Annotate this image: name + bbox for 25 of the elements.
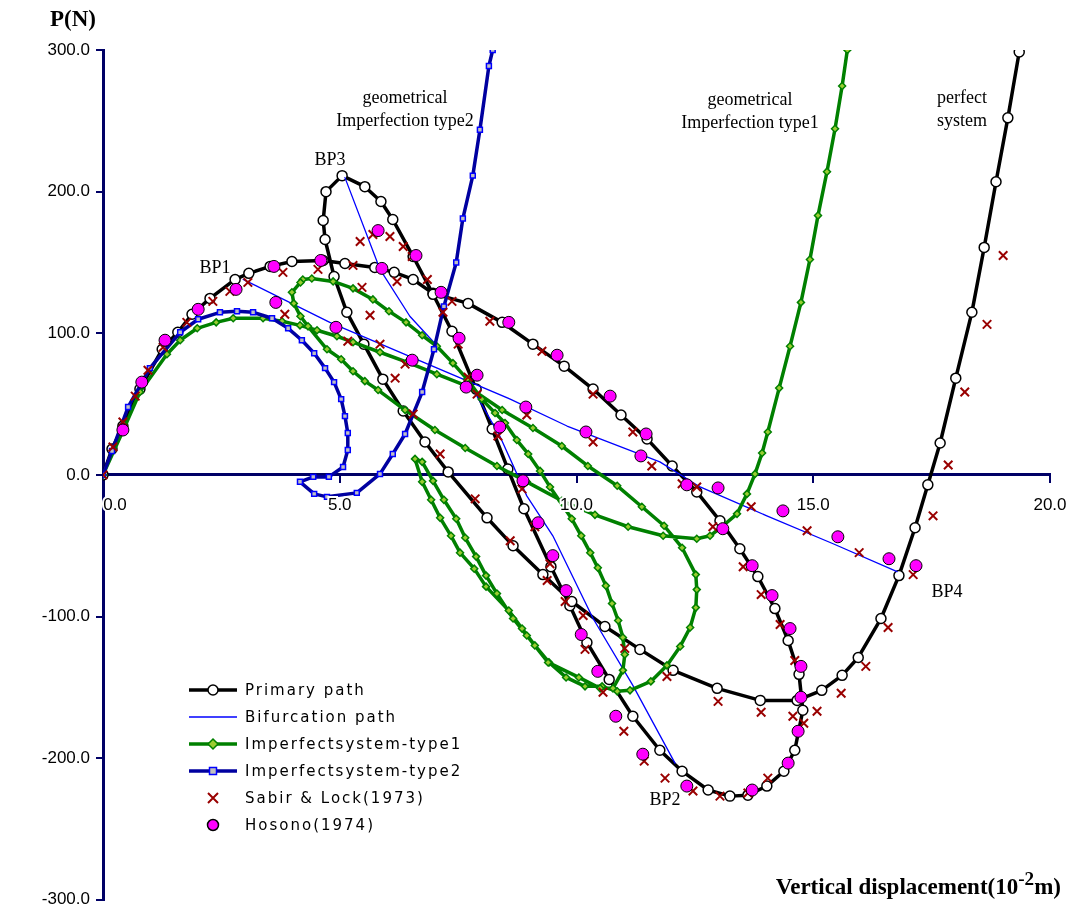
legend-label: Sabir & Lock(1973) xyxy=(245,788,425,807)
annotation: BP3 xyxy=(314,148,346,169)
annotation: perfect system xyxy=(936,87,988,131)
y-tick-label: 100.0 xyxy=(47,322,90,342)
legend-label: Imperfectsystem-type2 xyxy=(245,761,463,780)
y-tick-label: 0.0 xyxy=(66,464,90,484)
x-tick-label: 20.0 xyxy=(1033,494,1067,514)
annotation: geometrical Imperfection type1 xyxy=(681,89,819,133)
x-axis-title: Vertical displacement(10$^{-2}$m) xyxy=(775,868,1061,900)
annotation: BP2 xyxy=(649,788,681,809)
y-tick-label: -100.0 xyxy=(41,606,90,626)
y-tick-label: 200.0 xyxy=(47,181,90,201)
y-tick-label: -200.0 xyxy=(41,747,90,767)
x-tick-label: 15.0 xyxy=(796,494,830,514)
legend-label: Imperfectsystem-type1 xyxy=(245,734,463,753)
annotation: BP4 xyxy=(931,580,963,601)
annotation: geometrical Imperfection type2 xyxy=(336,87,474,131)
y-tick-label: 300.0 xyxy=(47,39,90,59)
legend-label: Primary path xyxy=(245,680,366,699)
annotation: BP1 xyxy=(199,256,231,277)
x-tick-label: 5.0 xyxy=(327,494,352,514)
y-axis-title: P(N) xyxy=(50,6,96,32)
y-tick-label: -300.0 xyxy=(41,889,90,909)
legend-label: Hosono(1974) xyxy=(245,815,376,834)
legend-label: Bifurcation path xyxy=(245,707,398,726)
